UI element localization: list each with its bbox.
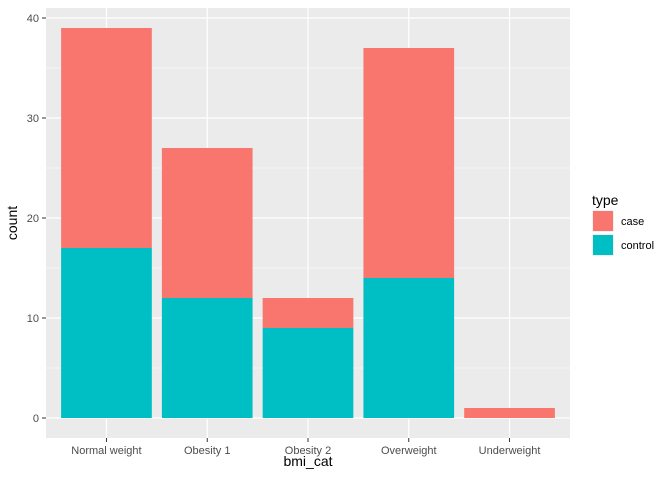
y-axis-title: count <box>4 206 20 240</box>
bar-case <box>161 148 253 298</box>
legend-title: type <box>592 192 619 208</box>
x-axis: Normal weight Obesity 1 Obesity 2 Overweigh… <box>71 438 540 457</box>
x-tick-label: Normal weight <box>71 445 141 457</box>
legend-swatch-case <box>593 211 613 231</box>
x-tick-label: Obesity 1 <box>184 445 230 457</box>
bar-control <box>363 278 455 418</box>
bar-control <box>262 328 354 418</box>
bar-case <box>61 28 152 248</box>
y-tick-label: 40 <box>27 13 39 25</box>
bar-control <box>61 248 152 418</box>
x-tick-label: Overweight <box>381 445 437 457</box>
y-axis: 0 10 20 30 40 <box>27 13 46 425</box>
y-tick-label: 20 <box>27 213 39 225</box>
bar-case <box>363 48 455 278</box>
bar-case <box>464 408 555 418</box>
x-axis-title: bmi_cat <box>283 453 332 469</box>
legend-swatch-control <box>593 235 613 255</box>
y-tick-label: 30 <box>27 113 39 125</box>
y-tick-label: 0 <box>33 413 39 425</box>
legend-label-control: control <box>621 240 654 252</box>
legend-label-case: case <box>621 216 644 228</box>
x-tick-label: Obesity 2 <box>285 445 331 457</box>
bars-layer <box>61 28 555 418</box>
legend: type case control <box>592 192 654 256</box>
x-tick-label: Underweight <box>479 445 541 457</box>
bar-control <box>161 298 253 418</box>
y-tick-label: 10 <box>27 313 39 325</box>
bar-case <box>262 298 354 328</box>
